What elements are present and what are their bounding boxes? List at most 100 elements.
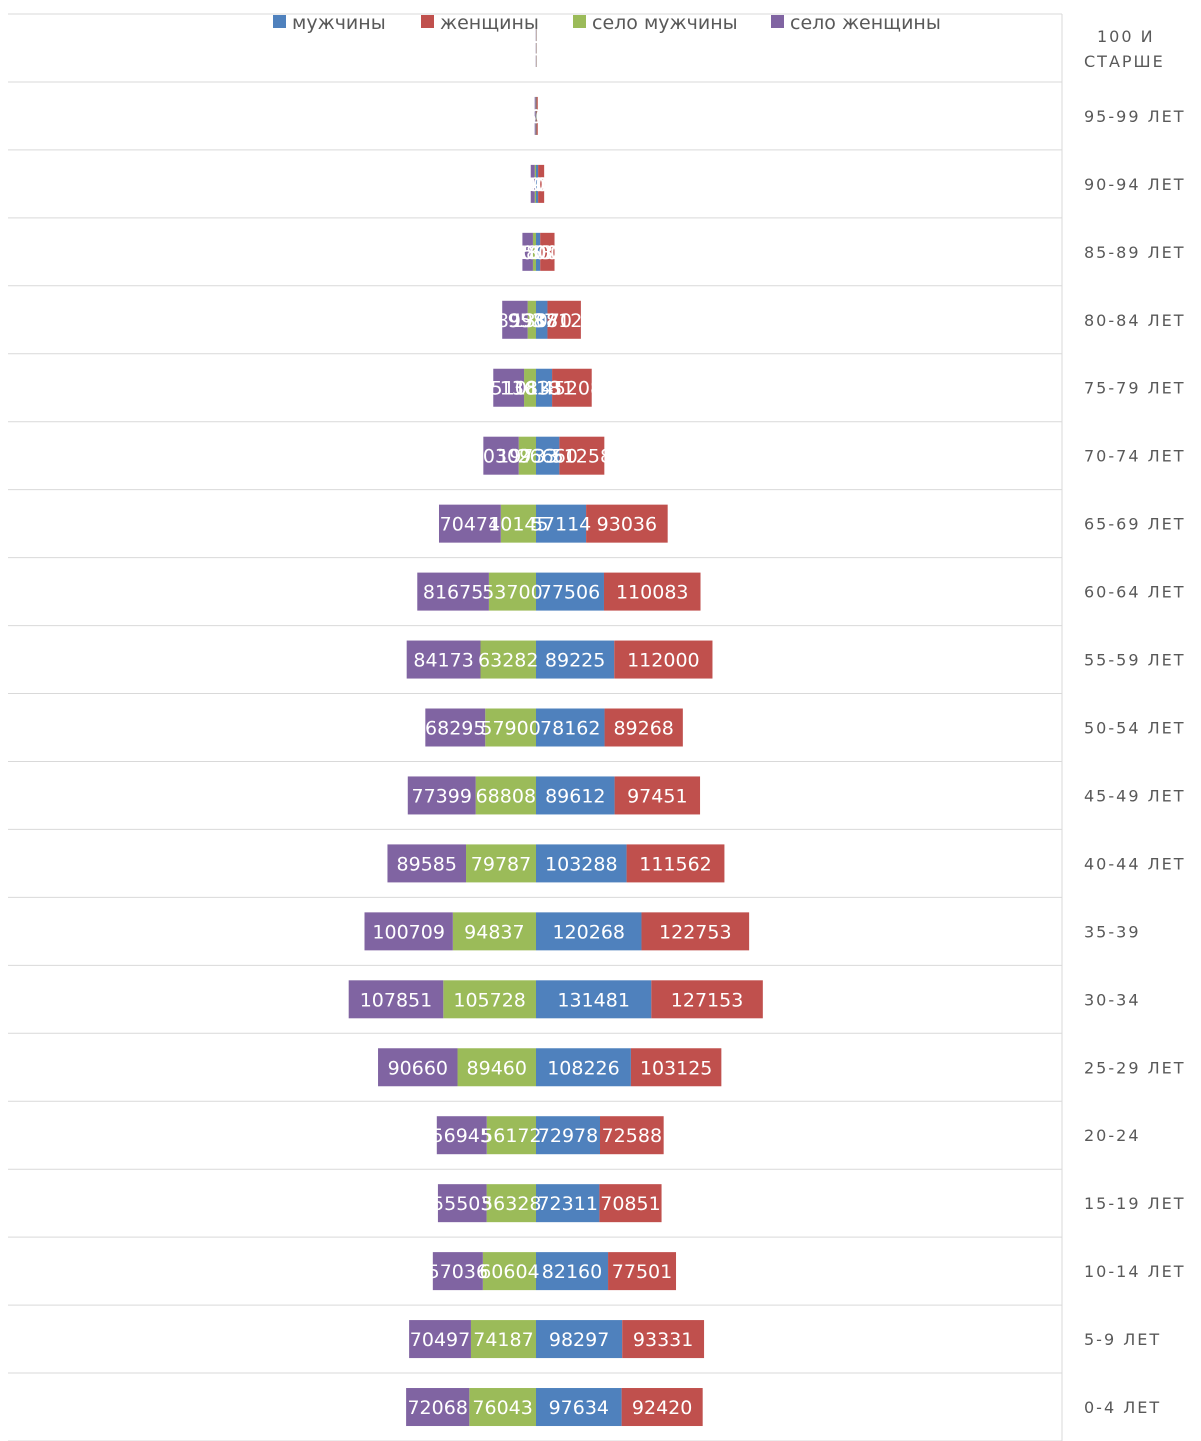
category-label: 50-54 ЛЕТ: [1084, 719, 1186, 738]
data-label: 103125: [640, 1057, 713, 1079]
bar-село-женщины: [407, 776, 476, 815]
bar-село-мужчины: [469, 1388, 536, 1427]
data-label: 112000: [627, 650, 700, 672]
data-label: 120268: [552, 921, 625, 943]
data-label: 72588: [602, 1125, 662, 1147]
data-label: 94837: [464, 921, 524, 943]
category-label: 20-24: [1084, 1126, 1141, 1145]
data-label: 78162: [540, 718, 600, 740]
bar-село-женщины: [364, 912, 453, 951]
bar-мужчины: [536, 1048, 631, 1087]
data-label: 16318: [517, 242, 577, 264]
bar-женщины: [630, 1048, 722, 1087]
bar-женщины: [586, 504, 668, 543]
category-label: 85-89 ЛЕТ: [1084, 243, 1186, 262]
bar-село-женщины: [530, 164, 535, 203]
bar-женщины: [622, 1320, 705, 1359]
data-label: 74187: [473, 1329, 533, 1351]
bar-село-женщины: [438, 504, 501, 543]
category-label: 90-94 ЛЕТ: [1084, 175, 1186, 194]
legend-label: село мужчины: [592, 12, 738, 34]
bar-село-мужчины: [518, 436, 536, 475]
bar-мужчины: [536, 1320, 623, 1359]
bar-село-женщины: [409, 1320, 471, 1359]
data-label: 500: [518, 106, 554, 128]
data-label: 40309: [471, 446, 531, 468]
data-label: 35101: [478, 378, 538, 400]
data-label: 53700: [482, 582, 542, 604]
data-label: 100709: [372, 921, 445, 943]
category-label: 0-4 ЛЕТ: [1084, 1398, 1161, 1417]
category-label: 5-9 ЛЕТ: [1084, 1330, 1161, 1349]
data-label: 77399: [411, 785, 471, 807]
data-label: 45208: [542, 378, 602, 400]
bar-женщины: [614, 776, 701, 815]
data-label: 40145: [488, 514, 548, 536]
category-label: 35-39: [1084, 922, 1141, 941]
data-label: 79787: [471, 853, 531, 875]
bar-село-женщины: [502, 300, 528, 339]
bar-село-мужчины: [485, 708, 536, 747]
data-label: 97451: [627, 785, 687, 807]
category-label: 40-44 ЛЕТ: [1084, 854, 1186, 873]
data-label: 1200: [511, 106, 559, 128]
data-label: 89268: [613, 718, 673, 740]
category-label: 45-49 ЛЕТ: [1084, 786, 1186, 805]
bar-село-женщины: [534, 96, 536, 135]
data-label: 103288: [545, 853, 618, 875]
bar-женщины: [621, 1388, 703, 1427]
data-label: 131481: [557, 989, 630, 1011]
bar-мужчины: [536, 164, 539, 203]
bar-село-мужчины: [482, 1252, 536, 1291]
bar-женщины: [641, 912, 750, 951]
bar-село-женщины: [417, 572, 489, 611]
bar-село-мужчины: [527, 300, 536, 339]
bar-село-женщины: [483, 436, 519, 475]
data-label: 4800: [514, 242, 562, 264]
legend: мужчины женщины село мужчины село женщины: [273, 12, 941, 34]
category-label: 95-99 ЛЕТ: [1084, 107, 1186, 126]
data-label: 81675: [423, 582, 483, 604]
bar-мужчины: [536, 844, 627, 883]
bar-мужчины: [536, 1252, 609, 1291]
bar-женщины: [614, 640, 713, 679]
data-label: 2400: [513, 174, 561, 196]
bar-мужчины: [536, 572, 604, 611]
category-label: 10-14 ЛЕТ: [1084, 1262, 1186, 1281]
data-label: 55503: [432, 1193, 492, 1215]
bar-село-женщины: [387, 844, 467, 883]
bar-село-мужчины: [486, 1116, 536, 1155]
data-label: 89460: [467, 1057, 527, 1079]
data-label: 18331: [514, 378, 574, 400]
data-label: 3500: [510, 242, 558, 264]
bar-село-женщины: [425, 708, 486, 747]
data-label: 1400: [511, 174, 559, 196]
category-label: 60-64 ЛЕТ: [1084, 583, 1186, 602]
data-label: 200: [518, 38, 554, 60]
data-label: 76043: [472, 1397, 532, 1419]
data-label: 82160: [542, 1261, 602, 1283]
bar-мужчины: [536, 232, 541, 271]
bar-село-женщины: [522, 232, 533, 271]
bar-мужчины: [536, 368, 553, 407]
data-label: 122753: [659, 921, 732, 943]
data-label: 100: [518, 38, 554, 60]
category-label: 100 И: [1097, 27, 1155, 46]
category-label: СТАРШЕ: [1084, 52, 1165, 71]
data-label: 89585: [397, 853, 457, 875]
legend-label: мужчины: [292, 12, 386, 34]
data-label: 9537: [508, 310, 556, 332]
legend-label: женщины: [440, 12, 539, 34]
bar-село-мужчины: [524, 368, 536, 407]
bar-женщины: [600, 1116, 664, 1155]
bar-женщины: [547, 300, 581, 339]
data-label: 70471: [440, 514, 500, 536]
bar-село-мужчины: [443, 980, 536, 1019]
data-label: 98297: [549, 1329, 609, 1351]
bar-село-мужчины: [500, 504, 536, 543]
bar-женщины: [626, 844, 725, 883]
bar-мужчины: [536, 776, 615, 815]
data-label: 200: [518, 38, 554, 60]
